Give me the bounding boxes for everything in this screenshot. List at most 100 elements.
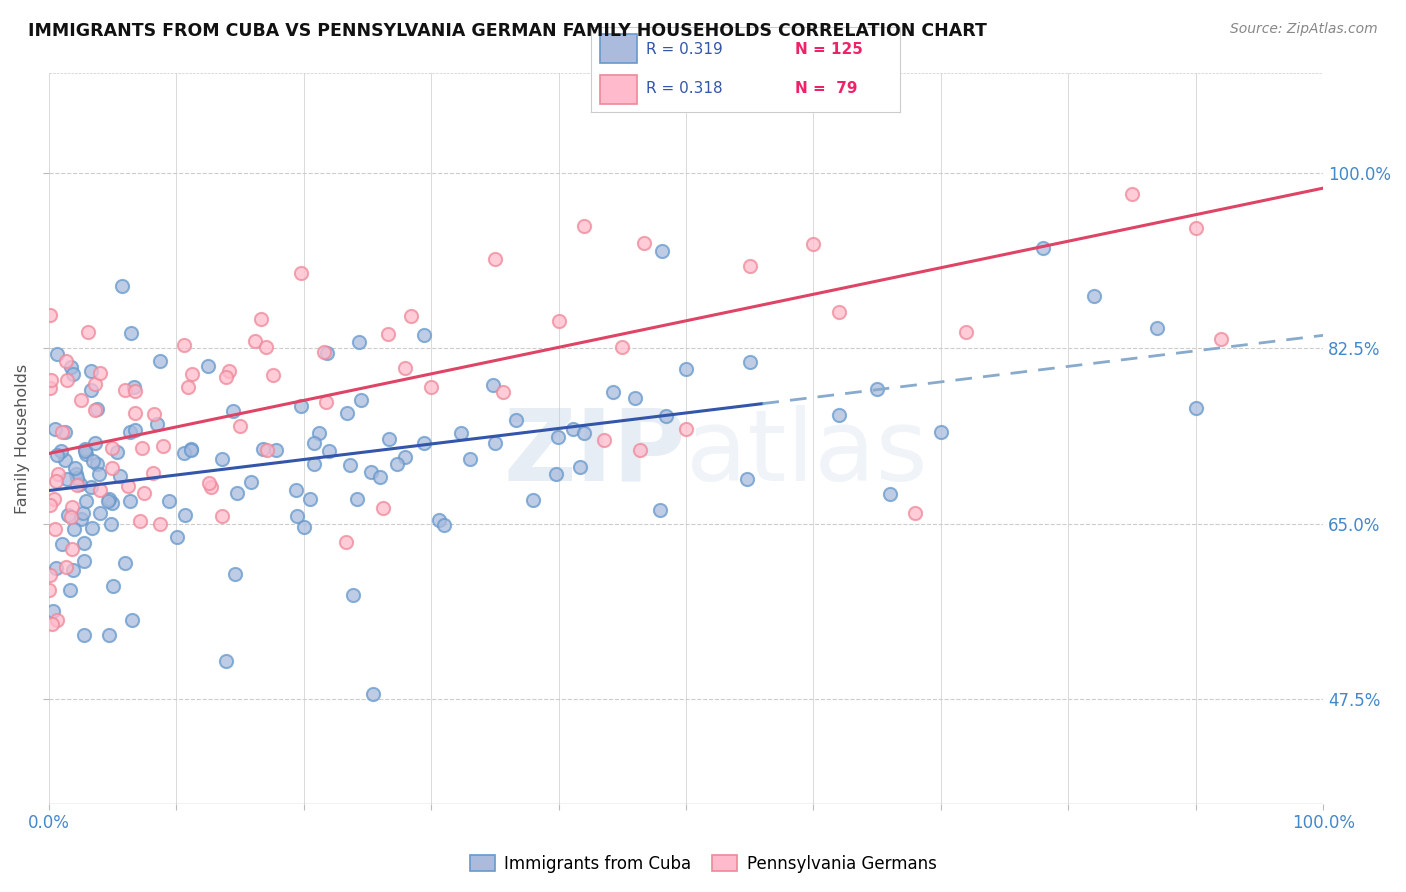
Point (1211, 332, 1233, 346)
Point (124, 423, 146, 437)
Point (157, 493, 180, 508)
Point (628, 443, 651, 458)
Point (211, 451, 233, 466)
Point (401, 309, 423, 323)
Point (73, 536, 96, 550)
Point (80, 384, 103, 398)
Point (316, 346, 339, 360)
Point (197, 359, 219, 374)
Point (62, 563, 84, 577)
Point (49, 444, 72, 458)
Point (59, 359, 82, 374)
Point (828, 408, 851, 422)
Point (505, 413, 527, 427)
Point (433, 517, 456, 532)
Point (84, 402, 107, 417)
Point (38, 381, 60, 395)
Point (335, 534, 357, 549)
Point (41, 616, 63, 631)
Point (39, 499, 62, 513)
Point (828, 305, 851, 319)
Point (266, 443, 288, 458)
Point (101, 579, 124, 593)
Point (62, 367, 84, 381)
Point (427, 512, 450, 526)
Point (111, 279, 134, 293)
Point (198, 476, 221, 491)
Point (218, 364, 240, 378)
Point (44, 422, 66, 436)
Point (129, 514, 152, 528)
Point (336, 406, 359, 420)
Point (173, 446, 195, 460)
Point (302, 457, 325, 471)
Point (122, 380, 145, 394)
Point (166, 530, 188, 544)
Point (73, 443, 96, 458)
Point (262, 368, 284, 382)
Point (39, 568, 62, 582)
Point (53, 453, 76, 467)
Point (105, 445, 128, 459)
Point (904, 506, 927, 520)
Point (450, 426, 472, 441)
Point (51, 425, 73, 440)
Point (45, 475, 67, 489)
Point (373, 501, 395, 516)
Point (62, 522, 84, 536)
Point (58, 508, 80, 523)
Point (1121, 186, 1143, 201)
Point (121, 613, 143, 627)
Point (80, 364, 103, 378)
Point (101, 460, 124, 475)
Point (1083, 289, 1105, 303)
Legend: Immigrants from Cuba, Pennsylvania Germans: Immigrants from Cuba, Pennsylvania Germa… (463, 848, 943, 880)
Point (240, 475, 263, 490)
Point (45, 448, 67, 462)
Point (75, 493, 97, 508)
Point (114, 383, 136, 397)
Point (44, 492, 66, 507)
Point (89, 483, 111, 497)
Point (569, 460, 592, 475)
Point (735, 472, 758, 486)
Point (413, 328, 436, 343)
Point (1146, 320, 1168, 334)
Point (350, 392, 373, 407)
Point (675, 422, 697, 436)
Point (256, 442, 278, 457)
Point (55, 354, 77, 368)
Point (56, 471, 79, 485)
Point (69, 477, 91, 491)
Point (544, 467, 567, 481)
Point (89, 366, 111, 380)
Text: R = 0.318: R = 0.318 (647, 81, 723, 96)
Point (44, 522, 66, 536)
Point (73, 442, 96, 456)
Point (361, 687, 384, 701)
Point (484, 252, 506, 267)
Point (86, 401, 108, 416)
Point (108, 469, 131, 483)
Text: atlas: atlas (686, 405, 928, 501)
Point (180, 443, 202, 458)
Point (377, 326, 399, 341)
Point (633, 235, 655, 250)
Point (215, 369, 238, 384)
Point (651, 244, 673, 258)
Point (117, 479, 139, 493)
Point (738, 260, 761, 274)
Point (60, 500, 83, 514)
Point (59, 583, 82, 598)
Point (134, 486, 156, 500)
Point (339, 458, 361, 472)
Point (1032, 241, 1054, 255)
Point (84, 436, 107, 450)
Point (66, 478, 89, 492)
Point (142, 466, 165, 480)
Point (522, 493, 544, 508)
Point (56, 373, 79, 387)
Point (73, 554, 96, 568)
Point (955, 325, 977, 339)
Point (38, 582, 60, 597)
